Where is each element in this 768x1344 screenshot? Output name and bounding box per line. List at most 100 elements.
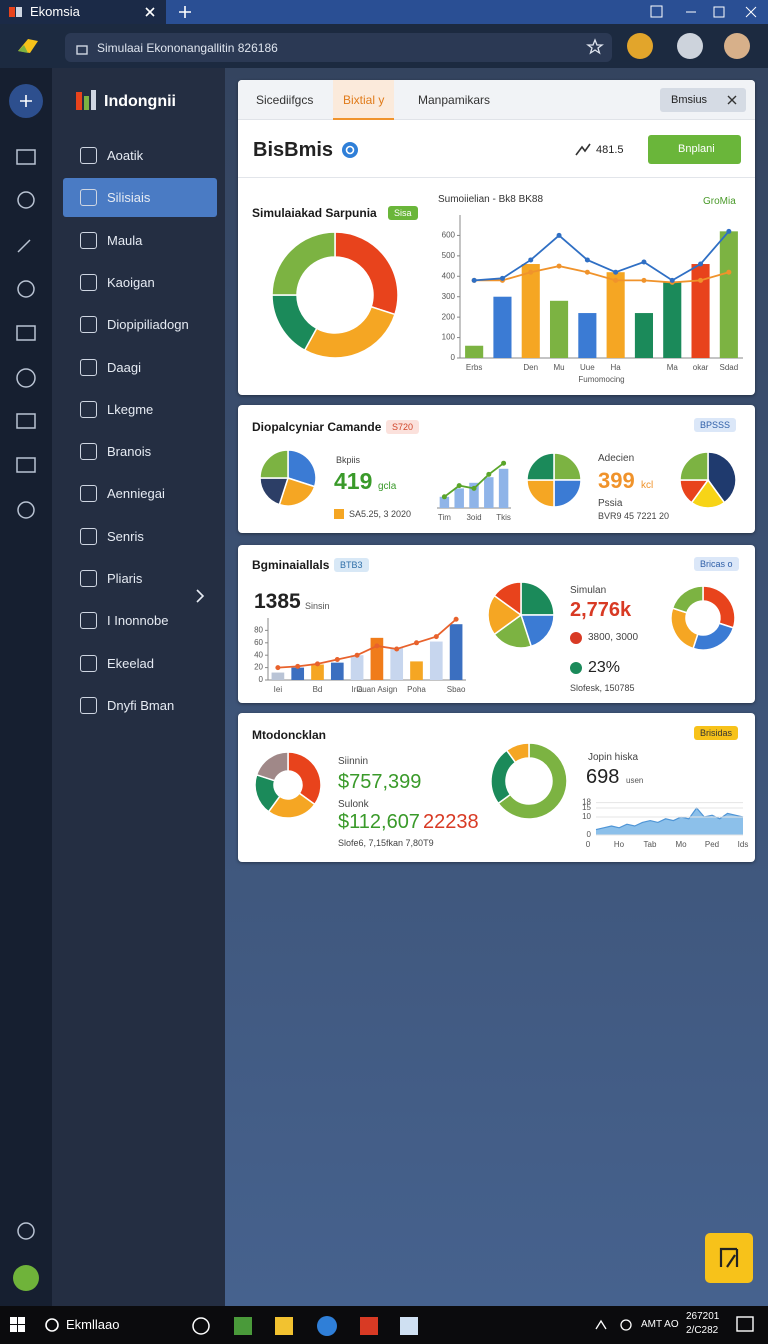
new-tab[interactable] <box>177 4 193 20</box>
nav-item[interactable]: Lkegme <box>63 390 217 429</box>
taskbar-apps[interactable] <box>190 1314 420 1338</box>
start-button[interactable] <box>10 1317 26 1333</box>
x-tick-label: Erbs <box>466 363 482 372</box>
stat-note: BVR9 45 7221 20 <box>598 511 670 521</box>
bar <box>634 313 654 358</box>
pie-slice <box>671 585 704 614</box>
toolbar: Sicediifgcs Bixtial y Manpamikars Bmsius <box>238 80 755 120</box>
y-tick-label: 0 <box>259 675 264 684</box>
y-tick-label: 80 <box>254 626 263 635</box>
regional-card: Bgminaiallals BTB3 Bricas o 1385 Sinsin … <box>238 545 755 703</box>
line-point <box>613 269 619 275</box>
nav-item[interactable]: Daagi <box>63 348 217 387</box>
primary-button[interactable]: Bnplani <box>648 135 741 164</box>
x-tick-label: Ped <box>705 840 719 849</box>
nav-item[interactable]: I Inonnobe <box>63 601 217 640</box>
pie-slice <box>271 231 336 296</box>
stat-label: Jopin hiska <box>588 752 639 763</box>
nav-item[interactable]: Aenniegai <box>63 474 217 513</box>
y-tick-label: 400 <box>442 271 456 280</box>
nav-item[interactable]: Pliaris <box>63 559 217 598</box>
nav-item[interactable]: Aoatik <box>63 136 217 175</box>
nav-item[interactable]: Silisiais <box>63 178 217 218</box>
stat-value: 22238 <box>423 811 479 833</box>
nav-item[interactable]: Branois <box>63 432 217 471</box>
window-controls[interactable] <box>650 4 760 20</box>
bar <box>390 647 404 680</box>
overview-card: Sicediifgcs Bixtial y Manpamikars Bmsius B… <box>238 80 755 395</box>
bar <box>311 664 324 680</box>
bar <box>606 272 625 358</box>
tab[interactable]: Sicediifgcs <box>256 93 314 107</box>
tag: BPSSS <box>694 418 737 432</box>
line-point <box>471 485 477 491</box>
section-title: Diopalcyniar Camande <box>252 420 382 434</box>
stat-icon <box>575 143 591 156</box>
address-bar[interactable]: Simulaai Ekononangallitin 826186 <box>65 33 612 62</box>
bar <box>454 488 464 508</box>
y-tick-label: 600 <box>442 231 456 240</box>
star-icon[interactable] <box>586 38 604 56</box>
pie-slice <box>553 452 582 481</box>
pie-slice <box>702 585 736 629</box>
line-point <box>584 257 590 263</box>
chevron[interactable] <box>194 588 206 604</box>
divider <box>238 177 755 178</box>
nav-item[interactable]: Ekeelad <box>63 644 217 683</box>
line-point <box>275 665 281 671</box>
line-point <box>528 269 534 275</box>
tab-close[interactable] <box>143 5 157 19</box>
nav-item[interactable]: Maula <box>63 221 217 260</box>
x-tick-label: Tim <box>438 513 451 522</box>
bar <box>449 624 463 680</box>
badge: S720 <box>386 420 420 434</box>
x-tick-label: Tkis <box>496 513 511 522</box>
line-point <box>669 277 675 283</box>
bar <box>429 641 443 680</box>
browser-tab[interactable]: Ekomsia <box>0 0 166 24</box>
line-point <box>295 663 301 669</box>
bar <box>484 477 494 508</box>
pie-slice <box>493 581 522 617</box>
taskbar: Ekmllaao AMT AO 267201 2/C282 <box>0 1306 768 1344</box>
lock-icon <box>76 45 88 55</box>
floating-button[interactable] <box>705 1233 753 1283</box>
pie-charts <box>487 581 736 651</box>
notifications[interactable] <box>735 1315 757 1335</box>
line-point <box>486 471 492 477</box>
y-tick-label: 40 <box>254 650 263 659</box>
verified-icon <box>342 142 358 158</box>
tag: Bricas o <box>694 557 739 571</box>
stat-unit: Sinsin <box>305 601 330 611</box>
tab[interactable]: Bixtial y <box>333 80 395 120</box>
pie-slice <box>303 305 396 359</box>
line-point <box>374 643 380 649</box>
line-point <box>584 269 590 275</box>
y-tick-label: 300 <box>442 292 456 301</box>
bar <box>439 496 450 508</box>
nav-item[interactable]: Dnyfi Bman <box>63 686 217 725</box>
x-tick-label: Cuan Asign <box>356 685 397 694</box>
stat-label: Simulan <box>570 585 607 596</box>
nav-item[interactable]: Diopipiliadogn <box>63 305 217 344</box>
area-fill <box>596 808 743 835</box>
taskbar-search[interactable]: Ekmllaao <box>66 1317 120 1332</box>
pie-slice <box>553 479 582 508</box>
line-point <box>471 277 477 283</box>
pie-slice <box>255 751 289 782</box>
stat-unit: kcl <box>641 480 654 491</box>
y-tick-label: 500 <box>442 251 456 260</box>
search-clear[interactable] <box>726 94 738 106</box>
x-tick-label: okar <box>693 363 709 372</box>
avatars[interactable] <box>625 30 760 64</box>
y-tick-label: 10 <box>582 812 591 821</box>
line-point <box>453 616 459 622</box>
stat-value: 2,776k <box>570 599 632 621</box>
stat-unit: gcla <box>378 481 397 492</box>
nav-item[interactable]: Kaoigan <box>63 263 217 302</box>
brand-logo <box>76 90 96 110</box>
bar <box>663 282 682 358</box>
nav-item[interactable]: Senris <box>63 517 217 556</box>
tab[interactable]: Manpamikars <box>418 93 491 107</box>
